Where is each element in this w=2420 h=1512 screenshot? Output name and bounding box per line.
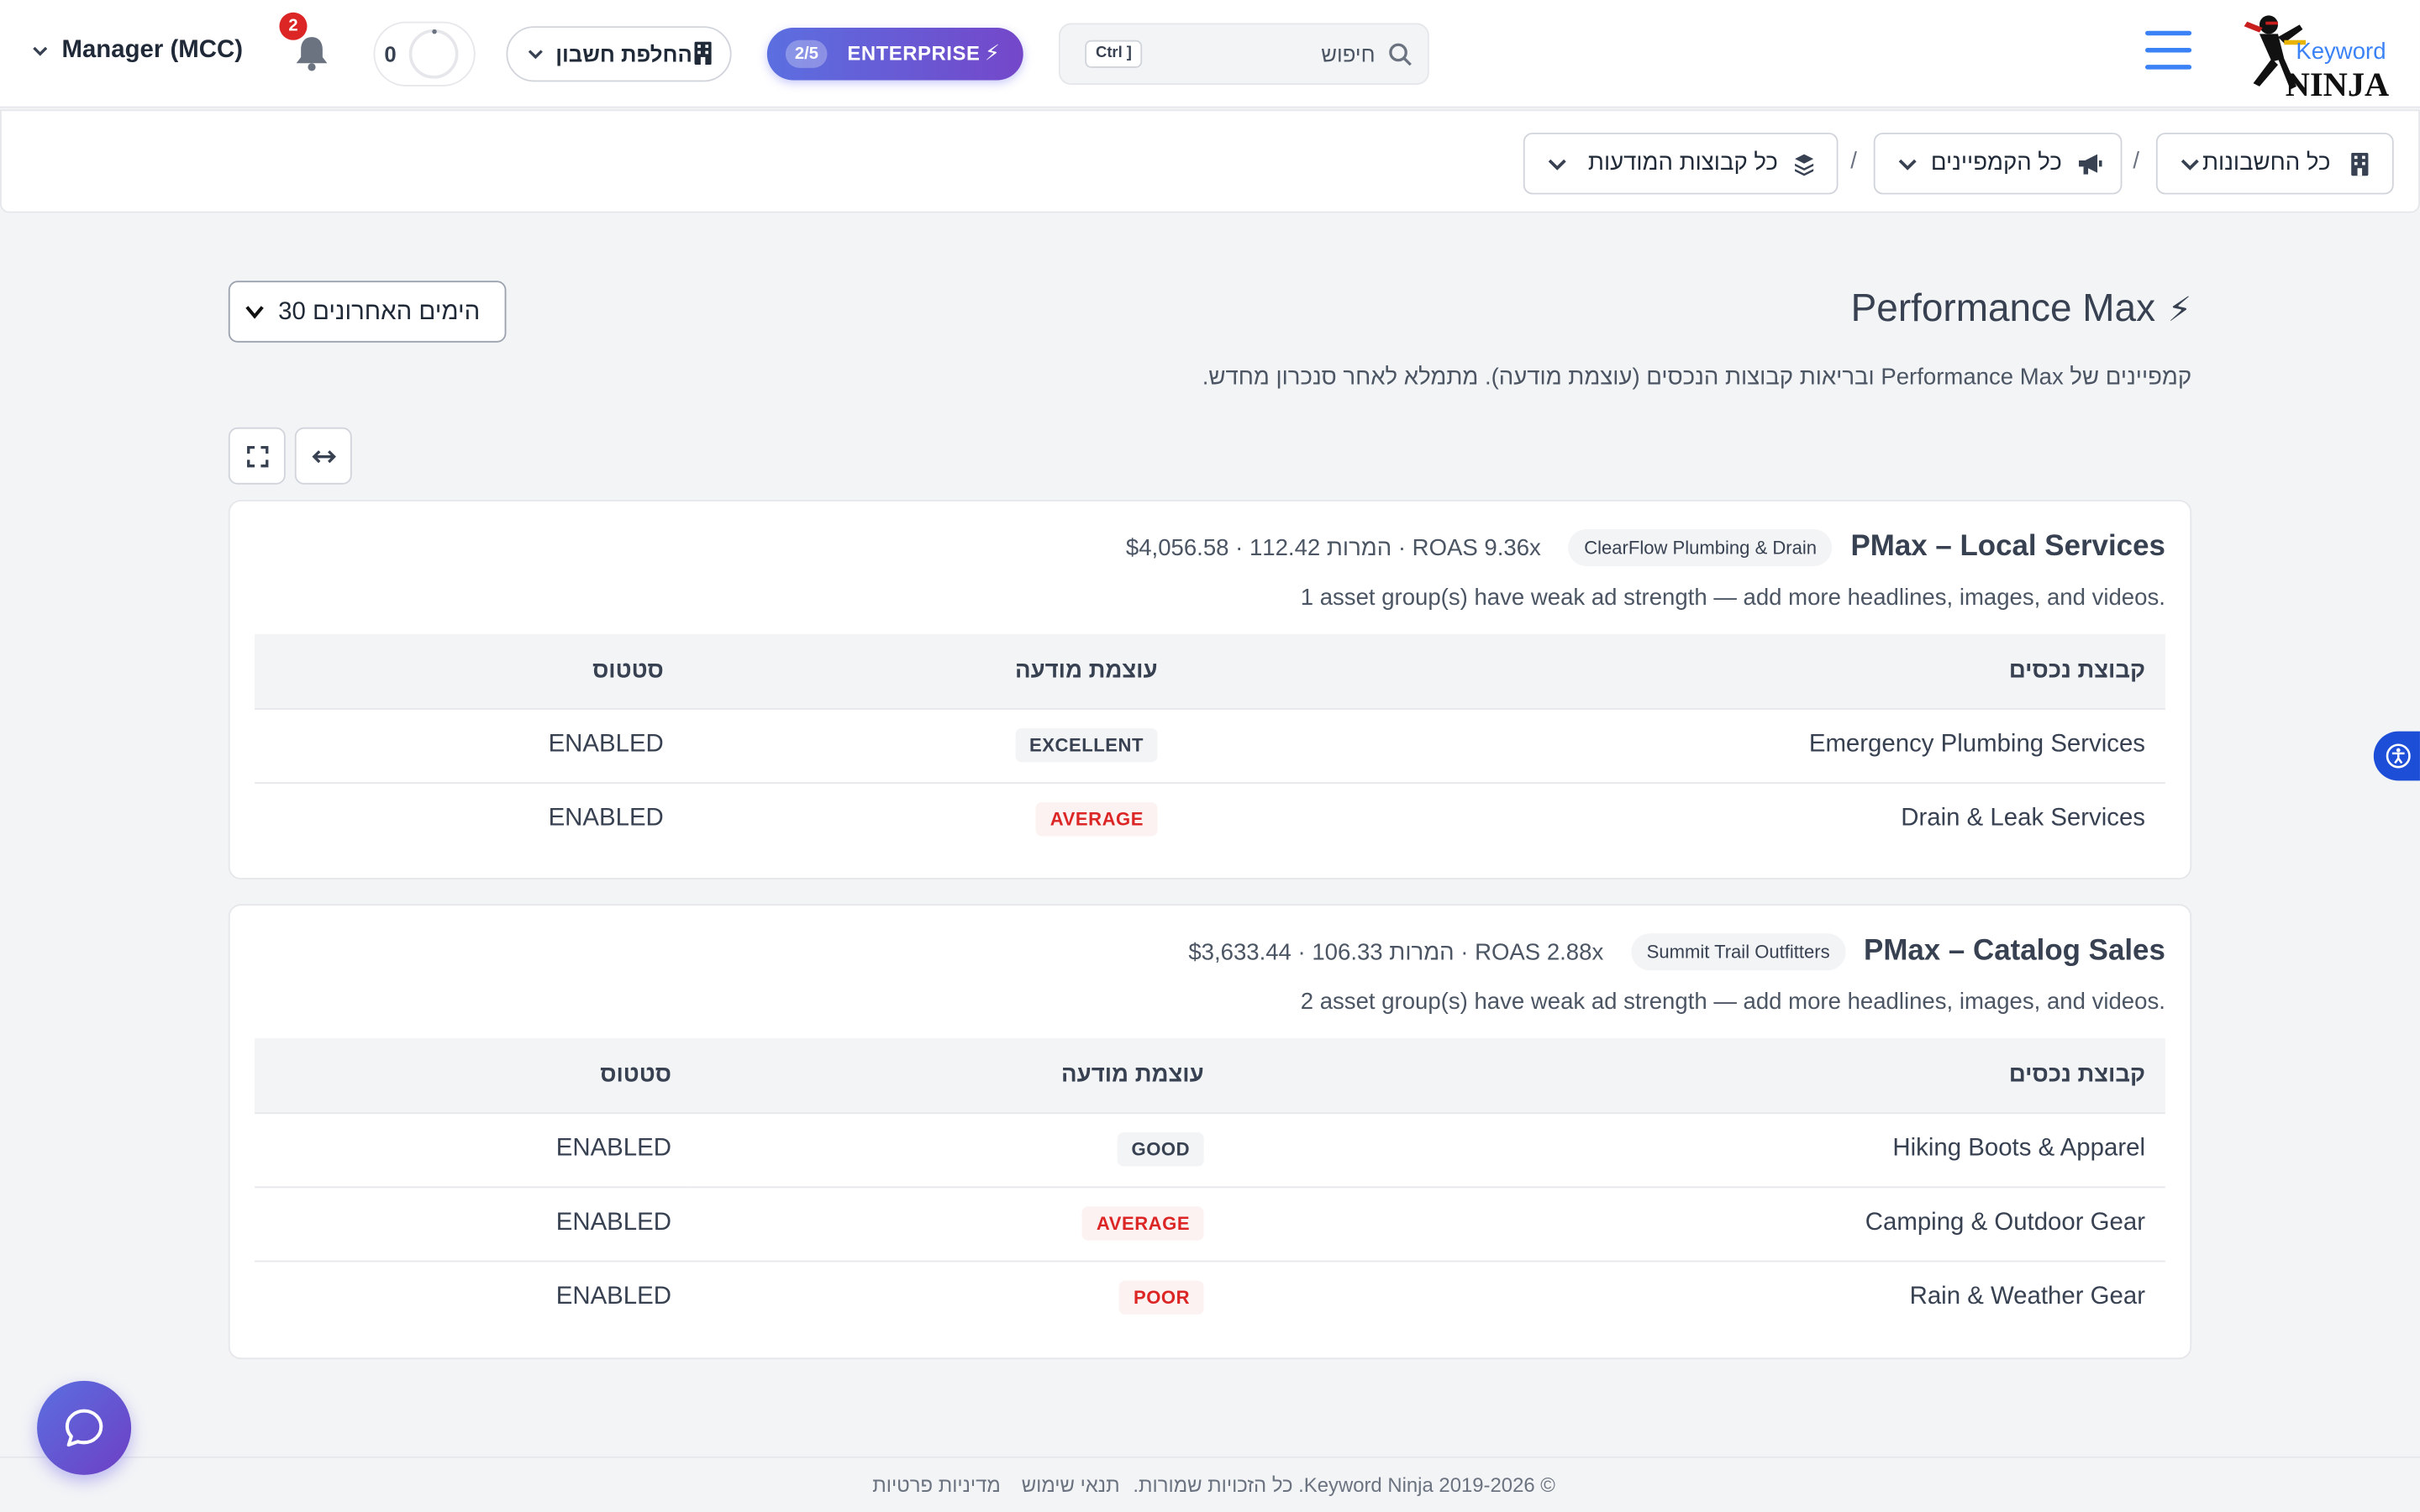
plan-label: ENTERPRISE [847,41,981,66]
date-range-value: 30 הימים האחרונים [278,299,481,326]
ad-strength-badge: AVERAGE [1036,802,1158,837]
logo-text-bottom: NINJA [2286,66,2389,102]
chat-support-button[interactable] [37,1380,132,1475]
lightning-icon: ⚡ [984,39,1000,66]
campaign-metrics: $4,056.58 · 112.42 המרות · ROAS 9.36x [1125,534,1541,561]
status-cell: ENABLED [548,806,664,832]
arrows-horizontal-icon [312,450,336,464]
footer-copyright: © 2019-2026 Keyword Ninja. כל הזכויות שמ… [1133,1473,1555,1497]
campaign-name: PMax – Local Services [1850,530,2165,564]
breadcrumb-accounts-dropdown[interactable]: כל החשבונות [2155,132,2394,195]
top-navbar: Keyword NINJA חיפוש Ctrl ] 2/5 ENTERPRIS… [0,0,2420,108]
accessibility-button[interactable] [2373,731,2420,781]
chat-bubble-icon [65,1409,103,1447]
column-header-status: סטטוס [255,1038,692,1114]
ad-strength-badge: POOR [1119,1280,1204,1315]
campaign-card: PMax – Local Services ClearFlow Plumbing… [228,500,2192,879]
ad-strength-badge: AVERAGE [1082,1206,1204,1241]
asset-group-name: Hiking Boots & Apparel [1223,1112,2165,1188]
bell-icon[interactable] [295,34,329,71]
plan-usage-count: 2/5 [785,39,829,68]
breadcrumb-accounts-label: כל החשבונות [2202,150,2331,176]
ad-strength-badge: EXCELLENT [1015,727,1158,763]
credits-counter[interactable]: 0 [373,21,476,87]
breadcrumb-campaigns-label: כל הקמפיינים [1930,150,2062,176]
chevron-down-icon [1898,159,1917,171]
table-row: Emergency Plumbing Services EXCELLENT EN… [255,708,2165,784]
keyword-ninja-logo[interactable]: Keyword NINJA [2238,6,2395,103]
toggle-width-button[interactable] [294,427,352,485]
chevron-down-icon [2181,159,2199,171]
notification-count-badge: 2 [279,12,308,40]
expand-icon [247,445,269,468]
breadcrumb-ad-groups-label: כל קבוצות המודעות [1587,150,1778,176]
table-row: Hiking Boots & Apparel GOOD ENABLED [255,1112,2165,1188]
chevron-down-icon [33,46,48,56]
status-cell: ENABLED [255,1186,692,1262]
weak-strength-warning: 1 asset group(s) have weak ad strength —… [1300,585,2165,612]
breadcrumb-ad-groups-dropdown[interactable]: כל קבוצות המודעות [1523,132,1839,195]
page-title: Performance Max ⚡ [1851,287,2191,332]
breadcrumb-separator: / [1850,148,1857,175]
campaign-metrics: $3,633.44 · 106.33 המרות · ROAS 2.88x [1188,938,1604,965]
asset-group-name: Rain & Weather Gear [1909,1284,2146,1310]
status-cell: ENABLED [255,1112,692,1188]
chevron-down-icon [528,50,543,60]
account-badge: ClearFlow Plumbing & Drain [1568,528,1833,567]
chevron-down-icon [1548,159,1566,171]
footer: © 2019-2026 Keyword Ninja. כל הזכויות שמ… [0,1456,2420,1512]
manager-account-menu[interactable]: Manager (MCC) [31,37,243,65]
page-title-text: Performance Max [1850,286,2156,331]
account-badge: Summit Trail Outfitters [1631,933,1846,971]
asset-group-name: Drain & Leak Services [1901,806,2146,832]
page-subtitle: קמפיינים של Performance Max ובריאות קבוצ… [1202,364,2192,391]
asset-groups-table: קבוצת נכסים עוצמת מודעה סטטוס Hiking Boo… [255,1038,2165,1335]
layers-icon [1795,154,1814,176]
manager-label: Manager (MCC) [61,37,243,64]
breadcrumb: כל החשבונות / כל הקמפיינים / כל קבוצות ה… [0,109,2420,213]
search-icon [1389,43,1412,66]
search-placeholder: חיפוש [1321,41,1376,66]
lightning-icon: ⚡ [2167,290,2192,329]
asset-group-name: Camping & Outdoor Gear [1223,1186,2165,1262]
enterprise-plan-badge[interactable]: 2/5 ENTERPRISE ⚡ [766,28,1023,81]
switch-account-button[interactable]: החלפת חשבון [506,26,732,82]
status-cell: ENABLED [555,1284,671,1310]
table-row: Camping & Outdoor Gear AVERAGE ENABLED [255,1186,2165,1262]
fullscreen-button[interactable] [228,427,286,485]
campaign-card-header: PMax – Local Services ClearFlow Plumbing… [1126,524,2165,570]
breadcrumb-separator: / [2133,148,2139,175]
switch-account-label: החלפת חשבון [555,41,692,66]
logo-text-top: Keyword [2296,38,2386,64]
status-cell: ENABLED [255,708,684,784]
date-range-select[interactable]: 30 הימים האחרונים [228,281,507,343]
building-icon [694,41,712,66]
asset-group-name: Emergency Plumbing Services [1177,708,2165,784]
credits-count: 0 [384,41,397,66]
privacy-link[interactable]: מדיניות פרטיות [872,1473,1001,1497]
campaign-card: PMax – Catalog Sales Summit Trail Outfit… [228,904,2192,1360]
table-row: Rain & Weather Gear POOR ENABLED [255,1261,2165,1335]
credits-progress-ring [408,29,459,79]
asset-groups-table: קבוצת נכסים עוצמת מודעה סטטוס Emergency … [255,633,2165,856]
campaign-name: PMax – Catalog Sales [1864,935,2165,968]
column-header-ad-strength: עוצמת מודעה [691,1038,1224,1114]
terms-link[interactable]: תנאי שימוש [1021,1473,1120,1497]
column-header-asset-group: קבוצת נכסים [1177,633,2165,709]
megaphone-icon [2079,154,2102,175]
search-box[interactable]: חיפוש Ctrl ] [1058,23,1429,86]
campaign-card-header: PMax – Catalog Sales Summit Trail Outfit… [1188,929,2165,975]
chevron-down-icon [245,306,264,319]
column-header-asset-group: קבוצת נכסים [1223,1038,2165,1114]
hamburger-menu-button[interactable] [2145,30,2192,74]
accessibility-icon [2386,743,2411,769]
breadcrumb-campaigns-dropdown[interactable]: כל הקמפיינים [1873,132,2123,195]
weak-strength-warning: 2 asset group(s) have weak ad strength —… [1300,989,2165,1016]
building-icon [2351,152,2369,176]
column-header-ad-strength: עוצמת מודעה [683,633,1178,709]
column-header-status: סטטוס [255,633,684,709]
table-row: Drain & Leak Services AVERAGE ENABLED [255,782,2165,856]
search-shortcut-hint: Ctrl ] [1085,39,1143,68]
ad-strength-badge: GOOD [1118,1132,1204,1167]
